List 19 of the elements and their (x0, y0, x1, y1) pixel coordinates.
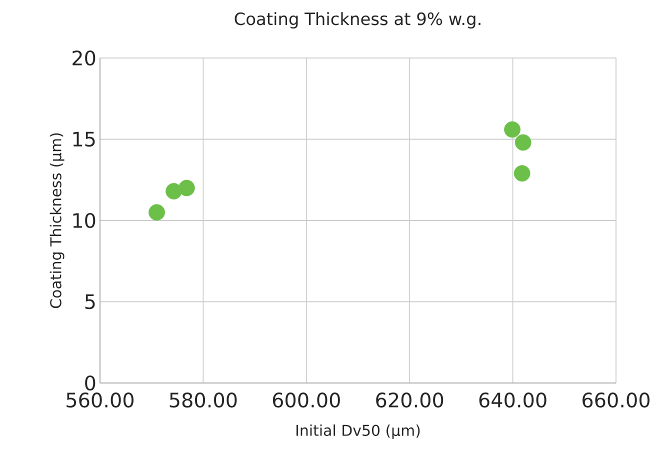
point (514, 165, 530, 182)
y-tick-label: 0 (85, 375, 96, 391)
x-tick-label: 660.00 (582, 392, 650, 408)
chart-title: Coating Thickness at 9% w.g. (234, 12, 480, 28)
x-tick-label: 560.00 (66, 392, 134, 408)
y-tick-label: 5 (85, 294, 95, 310)
y-tick-label: 15 (73, 132, 95, 147)
point (504, 121, 520, 138)
y-tick-label: 20 (72, 50, 96, 66)
x-tick-label: 600.00 (272, 392, 340, 408)
point (178, 180, 195, 196)
point (514, 134, 532, 151)
point (148, 204, 165, 221)
x-axis-title: Initial Dv50 (µm) (296, 424, 420, 439)
y-axis-title: Coating Thickness (µm) (50, 133, 64, 308)
x-tick-label: 620.00 (376, 392, 444, 408)
x-tick-label: 580.00 (170, 392, 237, 408)
y-tick-label: 10 (73, 212, 96, 228)
x-tick-label: 640.00 (479, 392, 546, 408)
